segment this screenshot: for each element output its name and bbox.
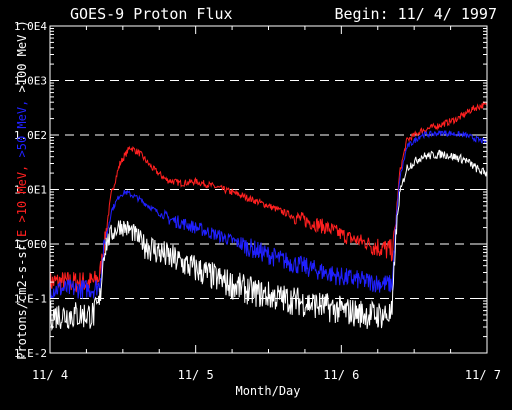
- x-tick-label: 11/ 7: [465, 368, 501, 382]
- series-line-0: [49, 100, 488, 294]
- x-axis: 11/ 4 11/ 5 11/ 6 11/ 7: [32, 26, 501, 382]
- y-tick-label: 1.0E1: [14, 184, 47, 197]
- y-label-part: E >10 MeV,: [15, 157, 29, 236]
- y-label-part: Protons/cm2-s-sr(: [15, 237, 29, 360]
- data-series: [49, 100, 488, 332]
- y-label-part: >50 MeV,: [15, 92, 29, 157]
- y-tick-label: 1.0E2: [14, 129, 47, 142]
- y-tick-label: 1.0E4: [14, 20, 47, 33]
- x-tick-label: 11/ 5: [178, 368, 214, 382]
- series-line-1: [49, 129, 488, 299]
- y-label-part: >100 MeV ): [15, 20, 29, 92]
- x-axis-label: Month/Day: [235, 384, 300, 398]
- y-tick-label: 1.E-1: [14, 293, 47, 306]
- chart-title: GOES-9 Proton Flux: [70, 5, 233, 23]
- x-tick-label: 11/ 6: [323, 368, 359, 382]
- y-tick-label: 1.0E0: [14, 238, 47, 251]
- y-axis-label: Protons/cm2-s-sr(E >10 MeV, >50 MeV, >10…: [15, 20, 29, 360]
- begin-date-label: Begin: 11/ 4/ 1997: [334, 5, 497, 23]
- series-line-2: [49, 149, 488, 332]
- y-tick-label: 1.0E3: [14, 75, 47, 88]
- y-axis: 1.E-2 1.E-1 1.0E0 1.0E1 1.0E2 1.0E3 1.0E4: [14, 20, 487, 360]
- y-tick-label: 1.E-2: [14, 347, 47, 360]
- x-tick-label: 11/ 4: [32, 368, 68, 382]
